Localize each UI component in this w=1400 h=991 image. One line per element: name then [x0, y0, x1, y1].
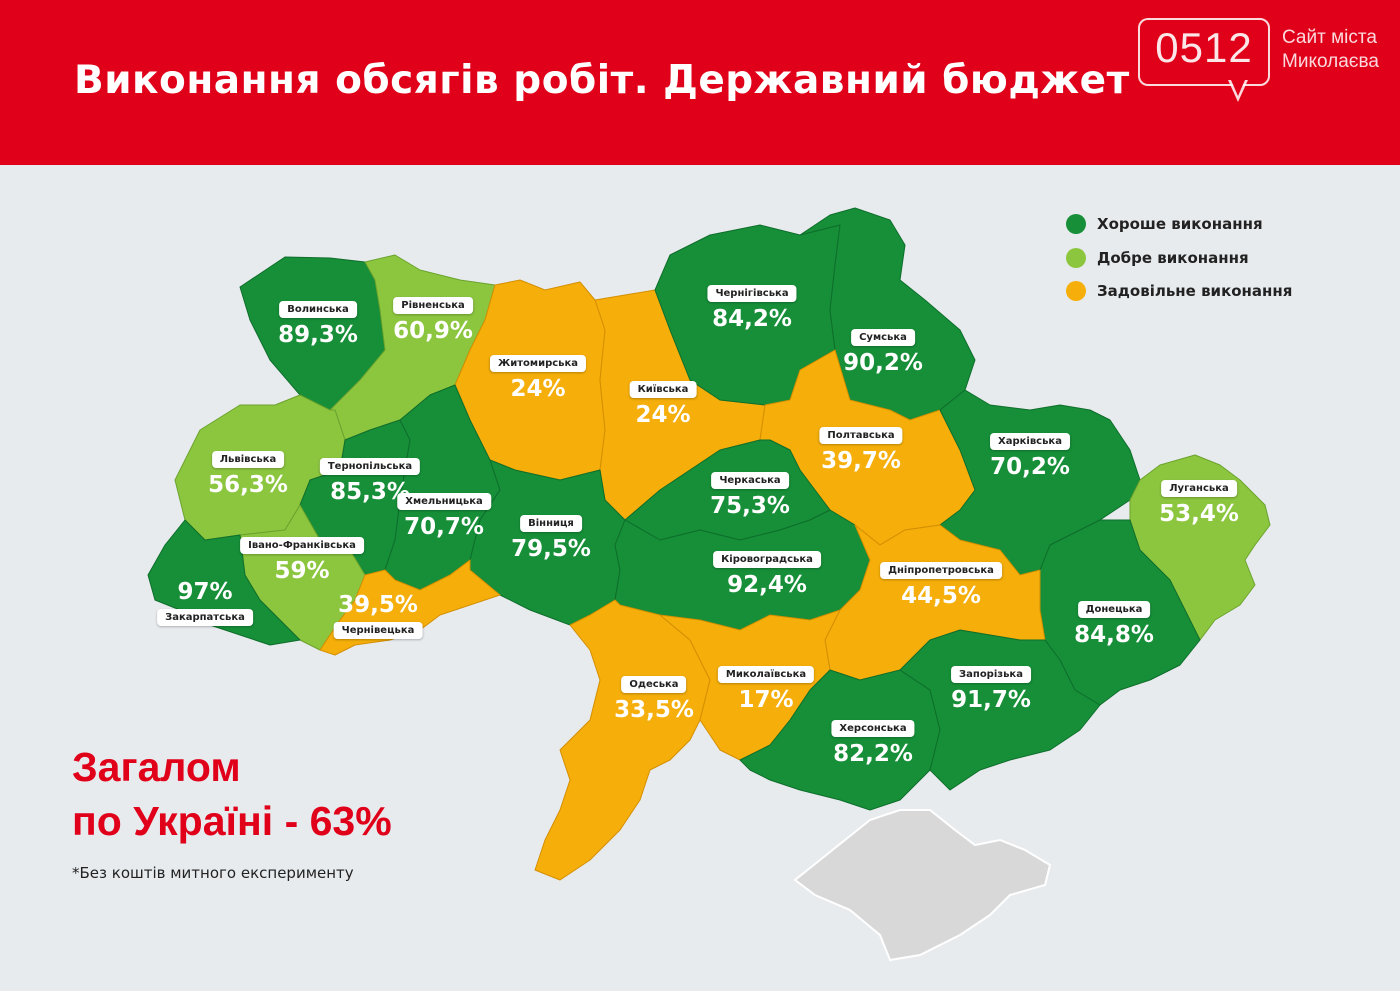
region-name: Одеська	[621, 676, 687, 693]
legend-dot-fine	[1066, 247, 1086, 268]
region-value: 39,5%	[338, 592, 418, 618]
legend: Хороше виконання Добре виконання Задовіл…	[1066, 214, 1292, 315]
region-name: Житомирська	[489, 355, 587, 372]
region-label-donetsk[interactable]: Донецька 84,8%	[1074, 601, 1154, 648]
region-shape-zakarpattia[interactable]	[147, 519, 301, 646]
region-value: 75,3%	[710, 493, 790, 519]
legend-item-good: Хороше виконання	[1066, 214, 1292, 234]
region-name: Миколаївська	[717, 666, 815, 683]
region-value: 53,4%	[1159, 501, 1239, 527]
region-label-ivano-frankivsk[interactable]: Івано-Франківська 59%	[240, 537, 364, 584]
region-label-sumy[interactable]: Сумська 90,2%	[843, 329, 923, 376]
region-name: Закарпатська	[157, 609, 253, 626]
legend-label: Хороше виконання	[1097, 215, 1263, 233]
region-shape-zaporizhzhia[interactable]	[899, 629, 1101, 791]
logo-speech-bubble[interactable]	[1138, 18, 1270, 86]
region-value: 70,7%	[404, 514, 484, 540]
region-value: 89,3%	[278, 322, 358, 348]
region-label-vinnytsia[interactable]: Вінниця 79,5%	[511, 515, 591, 562]
region-name: Хмельницька	[397, 493, 491, 510]
page-title: Виконання обсягів робіт. Державний бюдже…	[74, 58, 1130, 103]
logo-caption-line2: Миколаєва	[1282, 51, 1379, 72]
region-label-volyn[interactable]: Волинська 89,3%	[278, 301, 358, 348]
region-value: 85,3%	[330, 479, 410, 505]
total-line1: Загалом	[72, 744, 241, 790]
region-label-zakarpattia[interactable]: Закарпатська 97%	[157, 579, 253, 626]
legend-label: Задовільне виконання	[1097, 282, 1293, 300]
total-line2: по Україні - 63%	[72, 798, 392, 844]
region-name: Дніпропетровська	[880, 562, 1002, 579]
region-name: Львівська	[211, 451, 285, 468]
region-value: 60,9%	[393, 318, 473, 344]
region-shape-odesa[interactable]	[534, 599, 711, 881]
region-value: 17%	[738, 687, 794, 713]
region-label-kyiv[interactable]: Київська 24%	[629, 381, 697, 428]
region-name: Тернопільська	[319, 458, 421, 475]
footnote: *Без коштів митного експерименту	[72, 864, 354, 882]
region-name: Івано-Франківська	[240, 537, 364, 554]
region-label-kirovohrad[interactable]: Кіровоградська 92,4%	[713, 551, 821, 598]
region-name: Запорізька	[951, 666, 1031, 683]
region-value: 24%	[635, 402, 691, 428]
region-label-mykolaiv[interactable]: Миколаївська 17%	[717, 666, 815, 713]
region-label-luhansk[interactable]: Луганська 53,4%	[1159, 480, 1239, 527]
region-label-kherson[interactable]: Херсонська 82,2%	[831, 720, 915, 767]
region-label-kharkiv[interactable]: Харківська 70,2%	[990, 433, 1070, 480]
region-label-ternopil[interactable]: Тернопільська 85,3%	[319, 458, 421, 505]
region-value: 24%	[510, 376, 566, 402]
region-label-chernivtsi[interactable]: Чернівецька 39,5%	[333, 592, 423, 639]
region-name: Черкаська	[711, 472, 789, 489]
region-value: 79,5%	[511, 536, 591, 562]
region-label-odesa[interactable]: Одеська 33,5%	[614, 676, 694, 723]
region-value: 39,7%	[821, 448, 901, 474]
region-value: 92,4%	[727, 572, 807, 598]
region-value: 84,8%	[1074, 622, 1154, 648]
region-value: 90,2%	[843, 350, 923, 376]
region-name: Рівненська	[393, 297, 473, 314]
region-value: 91,7%	[951, 687, 1031, 713]
region-label-poltava[interactable]: Полтавська 39,7%	[819, 427, 903, 474]
region-name: Кіровоградська	[713, 551, 821, 568]
region-value: 59%	[274, 558, 330, 584]
region-value: 44,5%	[901, 583, 981, 609]
region-name: Донецька	[1077, 601, 1151, 618]
region-label-khmelnytskyi[interactable]: Хмельницька 70,7%	[397, 493, 491, 540]
region-name: Сумська	[851, 329, 915, 346]
region-name: Вінниця	[520, 515, 582, 532]
legend-dot-satisfactory	[1066, 281, 1086, 301]
region-label-zaporizhzhia[interactable]: Запорізька 91,7%	[951, 666, 1031, 713]
region-name: Волинська	[279, 301, 357, 318]
legend-item-satisfactory: Задовільне виконання	[1066, 281, 1292, 301]
region-label-zhytomyr[interactable]: Житомирська 24%	[489, 355, 587, 402]
region-value: 33,5%	[614, 697, 694, 723]
region-value: 56,3%	[208, 472, 288, 498]
region-name: Херсонська	[831, 720, 915, 737]
region-value: 70,2%	[990, 454, 1070, 480]
region-name: Чернівецька	[333, 622, 423, 639]
logo-caption: Сайт міста Миколаєва	[1282, 26, 1379, 74]
region-label-rivne[interactable]: Рівненська 60,9%	[393, 297, 473, 344]
logo-bubble-tail-inner	[1231, 80, 1245, 96]
region-label-chernihiv[interactable]: Чернігівська 84,2%	[707, 285, 797, 332]
logo-caption-line1: Сайт міста	[1282, 27, 1377, 48]
legend-label: Добре виконання	[1097, 248, 1249, 267]
region-label-lviv[interactable]: Львівська 56,3%	[208, 451, 288, 498]
region-label-dnipro[interactable]: Дніпропетровська 44,5%	[880, 562, 1002, 609]
region-value: 97%	[177, 579, 233, 605]
header-banner	[0, 0, 1400, 165]
crimea-shape	[793, 809, 1052, 962]
region-value: 82,2%	[833, 741, 913, 767]
legend-item-fine: Добре виконання	[1066, 247, 1292, 268]
region-value: 84,2%	[712, 306, 792, 332]
region-name: Луганська	[1161, 480, 1237, 497]
legend-dot-good	[1066, 214, 1086, 234]
region-label-cherkasy[interactable]: Черкаська 75,3%	[710, 472, 790, 519]
region-name: Полтавська	[819, 427, 903, 444]
region-name: Київська	[629, 381, 697, 398]
logo-number: 0512	[1155, 24, 1253, 71]
total-summary: Загалом по Україні - 63%	[72, 740, 392, 848]
region-name: Харківська	[990, 433, 1070, 450]
region-name: Чернігівська	[707, 285, 797, 302]
